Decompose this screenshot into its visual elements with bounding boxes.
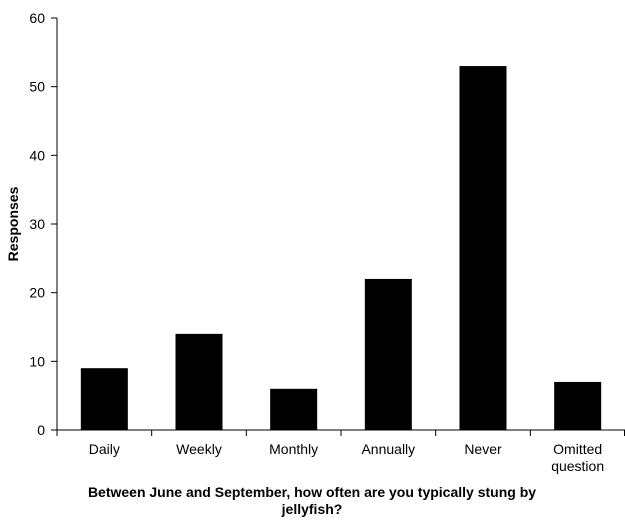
x-axis-label-line: jellyfish? <box>281 501 343 517</box>
bar-never <box>459 66 507 431</box>
bar-daily <box>80 368 128 430</box>
y-tick-label: 10 <box>29 353 45 369</box>
bar-annually <box>364 278 412 430</box>
x-tick-label: Omitted question <box>551 441 604 474</box>
x-tick-label-line: Weekly <box>176 441 222 457</box>
bar-omitted-question <box>554 381 602 430</box>
x-tick-label: Never <box>464 441 502 457</box>
bar-monthly <box>270 388 318 430</box>
x-tick-label-line: Annually <box>361 441 415 457</box>
x-tick-label-line: Never <box>464 441 502 457</box>
y-axis-title: Responses <box>5 186 21 261</box>
y-axis-label: Responses <box>5 186 21 261</box>
y-tick-label: 0 <box>37 422 45 438</box>
x-tick-label-line: question <box>551 458 604 474</box>
x-tick-label-line: Monthly <box>269 441 318 457</box>
x-tick-label: Weekly <box>176 441 222 457</box>
y-tick-label: 50 <box>29 79 45 95</box>
y-tick-label: 40 <box>29 147 45 163</box>
y-tick-label: 60 <box>29 10 45 26</box>
x-axis-title: Between June and September, how often ar… <box>88 484 536 517</box>
bar-weekly <box>175 333 223 430</box>
x-tick-label: Monthly <box>269 441 318 457</box>
x-axis-label-line: Between June and September, how often ar… <box>88 484 536 500</box>
x-tick-label: Annually <box>361 441 415 457</box>
y-tick-label: 20 <box>29 285 45 301</box>
bars <box>80 66 602 431</box>
x-tick-label-line: Daily <box>89 441 120 457</box>
y-axis: 0 10 20 30 40 50 60 <box>29 10 58 438</box>
x-axis-label: Between June and September, how often ar… <box>88 484 536 517</box>
x-tick-label: Daily <box>89 441 120 457</box>
x-tick-label-line: Omitted <box>553 441 602 457</box>
y-tick-label: 30 <box>29 216 45 232</box>
x-axis: Daily Weekly Monthly Annually Never Omitted qu… <box>56 429 625 474</box>
